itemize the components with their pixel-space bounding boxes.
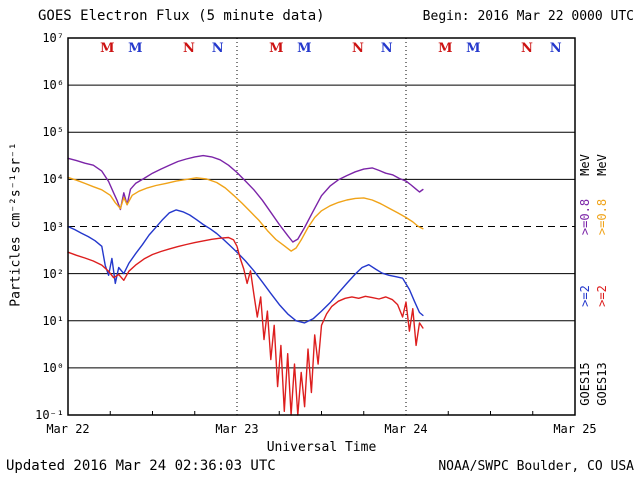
day-marker-n: N [211,41,224,56]
y-tick-label: 10⁰ [42,360,64,375]
flux-trace-goes13-0p8mev [67,176,424,252]
day-marker-n: N [520,41,533,56]
series-label-goes15-2: >=2 [578,285,592,307]
series-label-goes13-goes13: GOES13 [595,362,609,406]
y-tick-label: 10¹ [42,313,64,328]
x-axis-title: Universal Time [266,440,377,455]
plot-border [67,37,576,416]
x-tick-label: Mar 22 [46,422,90,436]
series-label-goes15-mev: MeV [578,154,592,176]
chart-title: GOES Electron Flux (5 minute data) [38,8,325,24]
day-marker-m: M [128,41,143,56]
day-marker-m: M [466,41,481,56]
flux-trace-goes15-2mev [67,209,424,324]
y-tick-label: 10⁻¹ [35,408,64,422]
x-tick-label: Mar 25 [553,422,597,436]
updated-timestamp: Updated 2016 Mar 24 02:36:03 UTC [6,458,276,474]
flux-trace-goes13-2mev [67,236,424,416]
y-tick-label: 10⁶ [42,78,64,93]
day-marker-m: M [438,41,453,56]
day-marker-m: M [100,41,115,56]
credit-text: NOAA/SWPC Boulder, CO USA [438,459,634,474]
series-label-goes13-mev: MeV [595,154,609,176]
y-tick-label: 10³ [42,219,64,234]
y-tick-label: 10⁷ [42,31,64,45]
x-tick-label: Mar 23 [215,422,259,436]
begin-timestamp: Begin: 2016 Mar 22 0000 UTC [422,9,634,24]
y-tick-label: 10² [42,266,64,281]
day-marker-n: N [380,41,393,56]
day-marker-n: N [549,41,562,56]
series-label-goes13-2: >=2 [595,285,609,307]
day-marker-n: N [182,41,195,56]
y-tick-label: 10⁵ [42,125,64,140]
x-tick-label: Mar 24 [384,422,428,436]
day-marker-m: M [297,41,312,56]
day-marker-n: N [351,41,364,56]
day-marker-m: M [269,41,284,56]
series-label-goes15-goes15: GOES15 [578,362,592,406]
y-tick-label: 10⁴ [42,172,64,187]
